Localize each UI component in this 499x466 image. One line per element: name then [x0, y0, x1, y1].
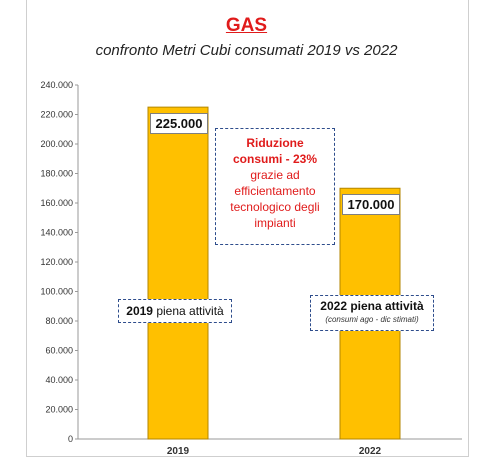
y-tick-label: 120.000: [40, 257, 73, 267]
value-label-2019: 225.000: [150, 113, 208, 135]
y-tick-label: 100.000: [40, 287, 73, 297]
bar-note-2022: 2022 piena attività (consumi ago - dic s…: [310, 295, 434, 331]
value-label-2022: 170.000: [342, 194, 400, 216]
chart-subtitle: confronto Metri Cubi consumati 2019 vs 2…: [95, 42, 398, 59]
y-tick-label: 140.000: [40, 228, 73, 238]
y-tick-label: 80.000: [45, 316, 73, 326]
reduction-note-line1: Riduzione: [246, 136, 304, 150]
reduction-note: Riduzione consumi - 23% grazie ad effici…: [215, 128, 335, 245]
chart-frame: [26, 0, 469, 457]
reduction-note-text: grazie ad efficientamento tecnologico de…: [230, 168, 320, 230]
y-tick-label: 0: [68, 434, 73, 444]
x-tick-label-2019: 2019: [167, 446, 190, 457]
y-tick-label: 40.000: [45, 375, 73, 385]
y-tick-label: 60.000: [45, 346, 73, 356]
y-tick-label: 240.000: [40, 80, 73, 90]
chart-title: GAS: [225, 15, 268, 36]
y-tick-label: 160.000: [40, 198, 73, 208]
y-tick-label: 20.000: [45, 405, 73, 415]
y-tick-label: 200.000: [40, 139, 73, 149]
bar-note-2019: 2019 piena attività: [118, 299, 232, 323]
y-tick-label: 180.000: [40, 169, 73, 179]
bar-note-2019-year: 2019: [126, 304, 153, 318]
bar-note-2019-text: piena attività: [152, 304, 224, 318]
bar-2019: [147, 106, 209, 440]
reduction-note-line2: consumi - 23%: [232, 152, 318, 166]
bar-note-2022-main: 2022 piena attività: [320, 299, 424, 313]
y-tick-label: 220.000: [40, 110, 73, 120]
x-tick-label-2022: 2022: [359, 446, 382, 457]
bar-note-2022-sub: (consumi ago - dic stimati): [325, 315, 419, 324]
